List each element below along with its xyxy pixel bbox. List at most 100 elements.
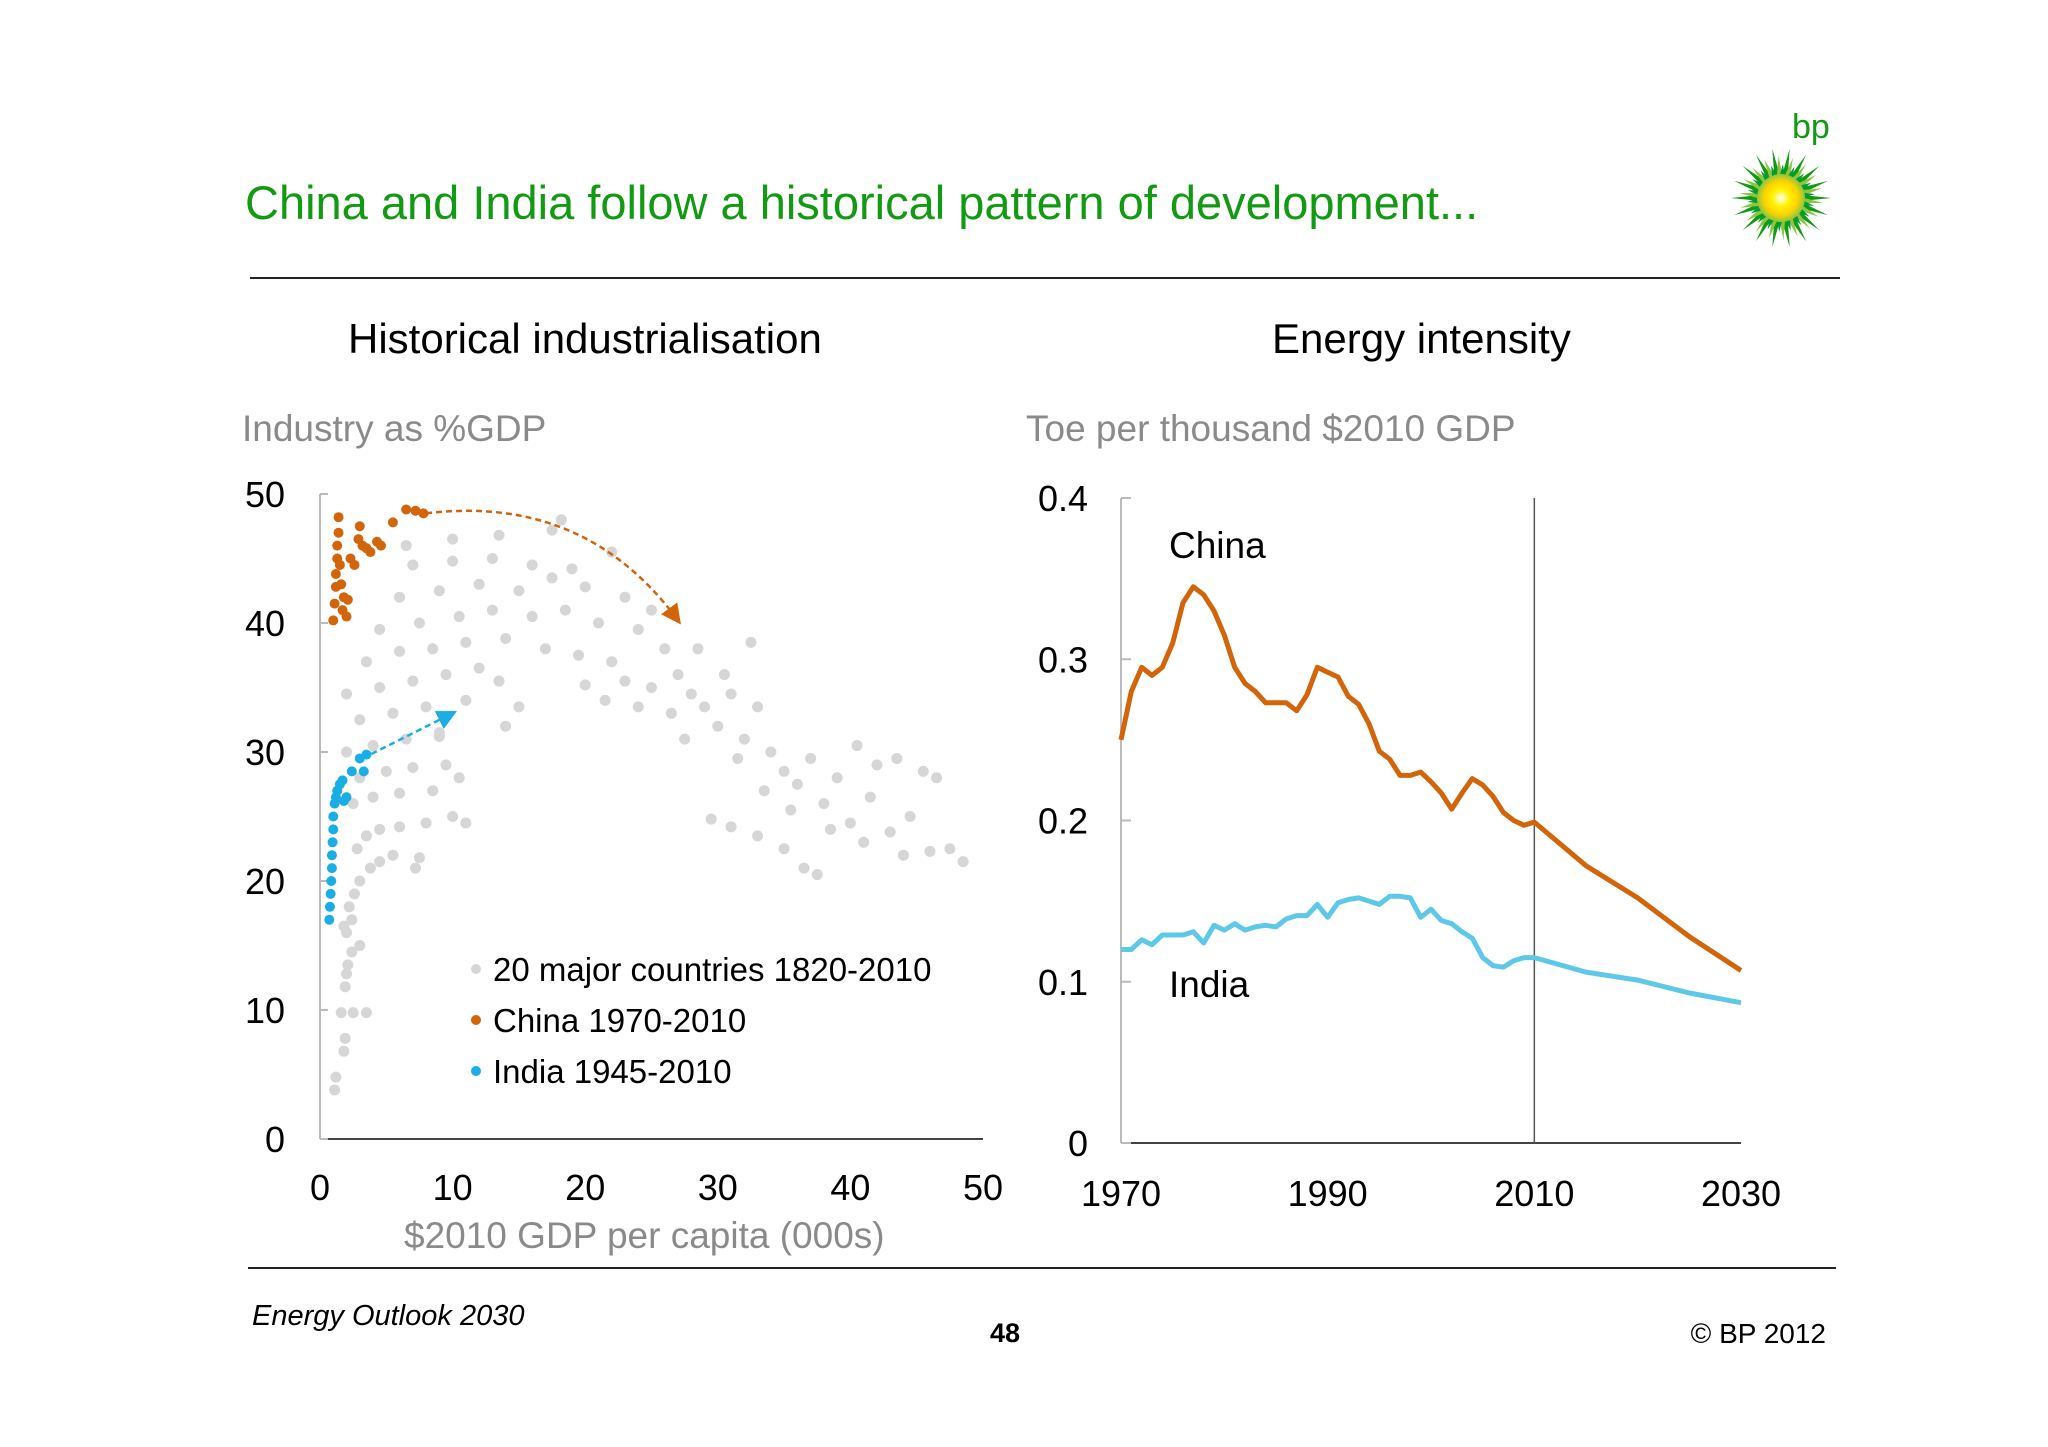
country-point [818, 798, 830, 810]
country-point [447, 555, 459, 567]
country-point [360, 1007, 372, 1019]
china-point [336, 579, 347, 590]
country-point [347, 1007, 359, 1019]
country-point [539, 643, 551, 655]
china-point [333, 512, 344, 523]
country-point [679, 733, 691, 745]
country-point [341, 746, 353, 758]
country-point [904, 811, 916, 822]
country-point [712, 720, 724, 732]
country-point [864, 791, 876, 803]
country-point [752, 701, 764, 713]
country-point [785, 804, 797, 816]
country-point [433, 727, 445, 739]
china-point [418, 508, 429, 519]
country-point [546, 572, 558, 584]
country-point [413, 617, 425, 629]
country-point [725, 821, 737, 833]
country-point [374, 623, 386, 635]
country-point [440, 759, 452, 771]
country-point [559, 604, 571, 616]
country-point [346, 914, 358, 926]
country-point [493, 675, 505, 687]
country-point [825, 823, 837, 835]
country-point [957, 856, 969, 868]
china-point [329, 598, 340, 609]
country-point [513, 585, 525, 597]
country-point [348, 888, 360, 900]
country-point [725, 688, 737, 700]
country-point [394, 787, 406, 799]
page-title: China and India follow a historical patt… [245, 176, 1479, 229]
country-point [579, 581, 591, 593]
india-series-line [1121, 893, 1742, 1006]
country-point [566, 563, 578, 575]
country-point [758, 785, 770, 797]
india-point [328, 811, 339, 822]
country-point [526, 559, 538, 571]
china-series-line [1118, 584, 1743, 973]
legend-marker-countries [471, 964, 481, 974]
india-point [337, 775, 348, 786]
country-point [338, 1045, 350, 1057]
y-tick-label: 0.3 [1038, 639, 1088, 680]
china-point [341, 611, 352, 622]
country-point [367, 791, 379, 803]
india-point [341, 792, 352, 803]
india-point [328, 824, 339, 835]
y-tick-label: 30 [245, 732, 285, 773]
legend-label-china: China 1970-2010 [493, 1002, 746, 1039]
country-point [427, 785, 439, 797]
country-point [500, 720, 512, 732]
country-point [692, 643, 704, 655]
y-tick-label: 20 [245, 861, 285, 902]
india-point [327, 837, 338, 848]
country-point [924, 845, 936, 857]
y-tick-label: 0 [1068, 1123, 1088, 1164]
country-point [407, 675, 419, 687]
country-point [394, 591, 406, 603]
country-point [329, 1084, 341, 1096]
country-point [851, 740, 863, 752]
country-point [718, 669, 730, 681]
country-point [599, 694, 611, 706]
country-point [891, 752, 903, 764]
country-point [447, 811, 459, 822]
x-tick-label: 2030 [1701, 1173, 1781, 1214]
country-point [420, 817, 432, 829]
copyright: © BP 2012 [1690, 1318, 1826, 1349]
country-point [699, 701, 711, 713]
country-point [738, 733, 750, 745]
x-tick-label: 0 [310, 1167, 330, 1208]
country-point [805, 752, 817, 764]
country-point [394, 821, 406, 833]
country-point [705, 813, 717, 825]
country-point [460, 694, 472, 706]
country-point [342, 959, 354, 971]
india-point [324, 901, 335, 912]
china-point [330, 568, 341, 579]
india-line-label: India [1169, 964, 1250, 1005]
india-point [346, 766, 357, 777]
india-point [326, 863, 337, 874]
country-point [632, 701, 644, 713]
country-point [339, 981, 351, 993]
country-point [778, 843, 790, 855]
country-point [473, 578, 485, 590]
country-point [409, 862, 421, 874]
left-chart-title: Historical industrialisation [348, 315, 822, 362]
legend-label-india: India 1945-2010 [493, 1053, 732, 1090]
country-point [346, 946, 358, 958]
y-tick-label: 0.2 [1038, 801, 1088, 842]
country-point [380, 765, 392, 777]
logo-ray [1794, 208, 1820, 231]
logo-ray [1783, 157, 1793, 180]
country-point [513, 701, 525, 713]
x-tick-label: 50 [963, 1167, 1003, 1208]
country-point [592, 617, 604, 629]
country-point [460, 636, 472, 648]
country-point [394, 645, 406, 657]
country-point [831, 772, 843, 784]
country-point [407, 761, 419, 773]
country-point [420, 701, 432, 713]
